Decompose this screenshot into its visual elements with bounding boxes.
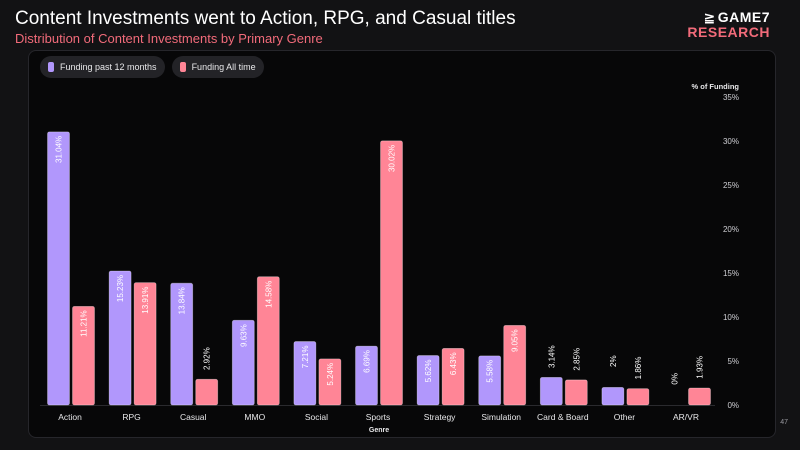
y-tick-label: 0% xyxy=(727,401,739,410)
bar-value-label: 13.84% xyxy=(178,287,187,314)
legend-label-past-12-months: Funding past 12 months xyxy=(60,62,157,72)
bar xyxy=(478,355,502,406)
bar xyxy=(231,319,255,406)
bar xyxy=(626,388,650,406)
y-tick-label: 30% xyxy=(723,137,739,146)
bar-value-label: 0% xyxy=(671,373,680,385)
bar xyxy=(108,270,132,406)
page-title: Content Investments went to Action, RPG,… xyxy=(15,8,516,29)
bar-value-label: 9.63% xyxy=(239,324,248,347)
y-tick-label: 10% xyxy=(723,313,739,322)
bar xyxy=(133,282,157,406)
legend-item-all-time[interactable]: Funding All time xyxy=(171,56,264,78)
x-tick-label: RPG xyxy=(122,412,140,422)
y-tick-label: 5% xyxy=(727,357,739,366)
bar-value-label: 6.43% xyxy=(449,352,458,375)
bar-value-label: 31.04% xyxy=(55,136,64,163)
x-tick-label: Simulation xyxy=(481,412,521,422)
legend-item-past-12-months[interactable]: Funding past 12 months xyxy=(40,56,165,78)
bar-value-label: 14.58% xyxy=(264,281,273,308)
x-tick-label: Strategy xyxy=(424,412,456,422)
bar xyxy=(539,376,563,406)
bar-value-label: 5.62% xyxy=(424,360,433,383)
bar-value-label: 13.91% xyxy=(141,287,150,314)
x-tick-label: Other xyxy=(614,412,635,422)
bar xyxy=(72,305,95,406)
x-axis-title: Genre xyxy=(369,427,389,434)
x-tick-label: Casual xyxy=(180,412,207,422)
bar-value-label: 2.85% xyxy=(572,348,581,371)
brand-logo: ≧ GAME7 RESEARCH xyxy=(687,10,770,40)
x-tick-label: Social xyxy=(305,412,328,422)
bar xyxy=(170,282,194,406)
bar xyxy=(564,379,588,406)
chart-legend: Funding past 12 months Funding All time xyxy=(40,56,264,78)
legend-swatch-past-12-months xyxy=(48,62,54,72)
bar-value-label: 1.86% xyxy=(634,357,643,380)
bar-value-label: 1.93% xyxy=(696,356,705,379)
y-tick-label: 20% xyxy=(723,225,739,234)
y-axis-title: % of Funding xyxy=(692,82,740,91)
bar-value-label: 9.05% xyxy=(511,329,520,352)
bar xyxy=(318,358,342,406)
logo-mark-icon: ≧ xyxy=(703,9,716,25)
x-tick-label: MMO xyxy=(244,412,265,422)
bar-value-label: 5.58% xyxy=(486,360,495,383)
x-tick-label: Card & Board xyxy=(537,412,589,422)
x-tick-label: Sports xyxy=(366,412,391,422)
y-tick-label: 35% xyxy=(723,93,739,102)
x-tick-label: AR/VR xyxy=(673,412,699,422)
y-tick-label: 25% xyxy=(723,181,739,190)
bar xyxy=(380,140,403,406)
bar xyxy=(441,348,465,406)
page-subtitle: Distribution of Content Investments by P… xyxy=(15,31,323,46)
bar-value-label: 5.24% xyxy=(326,363,335,386)
y-tick-label: 15% xyxy=(723,269,739,278)
bar xyxy=(688,387,711,406)
page-number: 47 xyxy=(780,419,788,426)
bar xyxy=(47,131,70,406)
logo-line1: GAME7 xyxy=(717,9,770,25)
bar-value-label: 2% xyxy=(609,355,618,367)
bar xyxy=(355,345,378,406)
bar xyxy=(293,341,317,406)
bar-value-label: 3.14% xyxy=(547,345,556,368)
bar-value-label: 7.21% xyxy=(301,346,310,369)
bar-value-label: 30.02% xyxy=(388,145,397,172)
logo-line2: RESEARCH xyxy=(687,24,770,40)
bar-value-label: 15.23% xyxy=(116,275,125,302)
bar-value-label: 11.21% xyxy=(80,310,89,337)
legend-swatch-all-time xyxy=(179,62,186,72)
bar-value-label: 6.69% xyxy=(363,350,372,373)
bar xyxy=(601,386,625,406)
bar xyxy=(256,276,280,406)
legend-label-all-time: Funding All time xyxy=(191,62,256,72)
x-tick-label: Action xyxy=(58,412,82,422)
bar xyxy=(195,378,219,406)
bar-value-label: 2.92% xyxy=(203,347,212,370)
bar xyxy=(503,324,527,406)
bar xyxy=(416,355,440,406)
